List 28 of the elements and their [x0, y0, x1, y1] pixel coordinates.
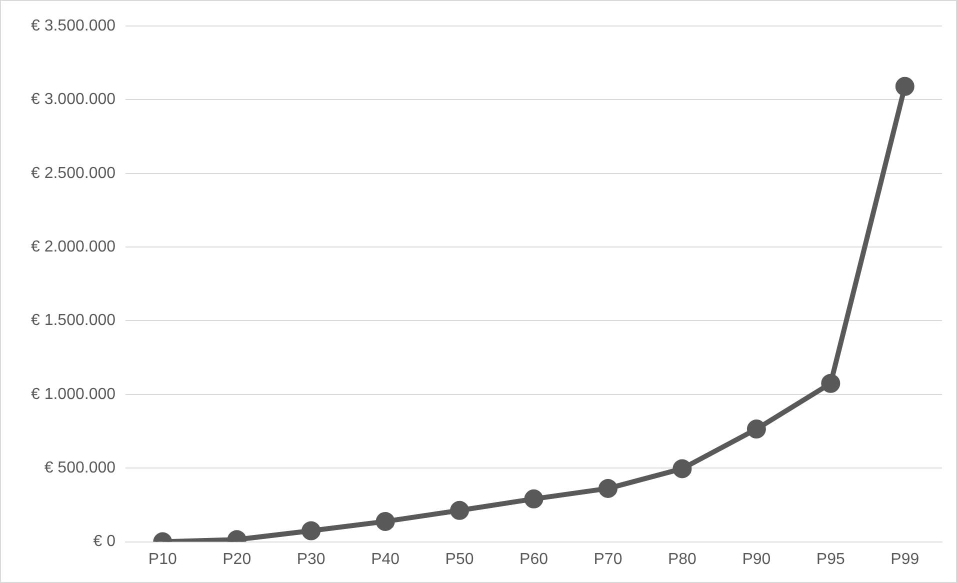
- point: [302, 521, 321, 540]
- x-tick-label: P50: [445, 550, 474, 568]
- x-tick-label: P70: [594, 550, 622, 568]
- y-tick-label: € 500.000: [44, 460, 116, 477]
- x-tick-label: P10: [148, 550, 177, 568]
- y-tick-label: € 2.000.000: [30, 238, 116, 256]
- y-tick-label: € 2.500.000: [30, 164, 116, 182]
- point: [821, 374, 840, 393]
- x-tick-label: P20: [222, 550, 252, 568]
- point: [895, 76, 914, 96]
- point: [524, 489, 544, 508]
- point: [598, 478, 618, 498]
- y-tick-label: € 1.000.000: [30, 386, 116, 403]
- x-tick-label: P80: [668, 550, 697, 568]
- point: [376, 512, 395, 531]
- x-tick-label: P95: [816, 550, 845, 568]
- y-tick-label: € 3.000.000: [30, 91, 116, 108]
- y-tick-label: € 3.500.000: [30, 17, 116, 34]
- point: [672, 459, 692, 478]
- point: [450, 500, 470, 520]
- point: [746, 420, 766, 439]
- x-tick-label: P90: [742, 550, 771, 568]
- x-tick-label: P60: [520, 550, 548, 568]
- x-tick-label: P40: [371, 550, 400, 568]
- x-tick-label: P99: [890, 550, 920, 568]
- y-tick-label: € 1.500.000: [30, 312, 116, 330]
- x-tick-label: P30: [296, 550, 326, 568]
- y-tick-label: € 0: [93, 533, 116, 550]
